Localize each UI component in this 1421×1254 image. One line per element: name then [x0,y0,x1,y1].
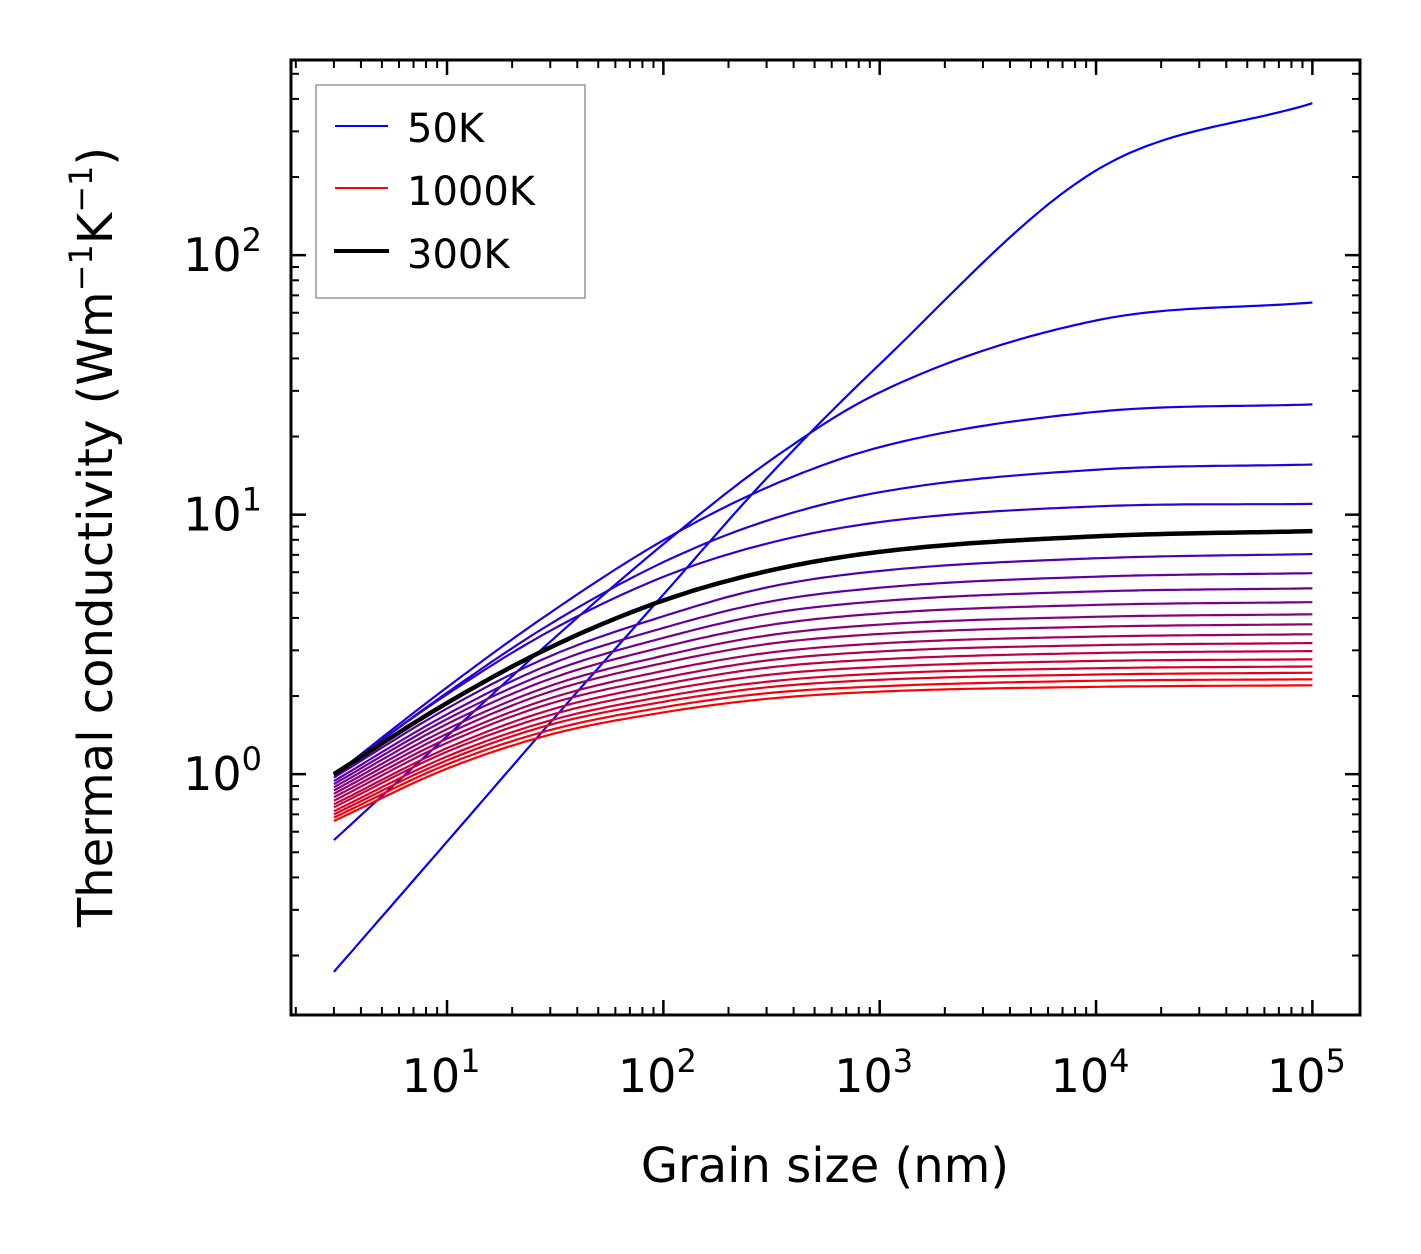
y-tick-exp: 1 [242,481,262,519]
y-axis-title-sup1: −1 [62,244,100,291]
series-line-850k [333,665,1313,813]
y-tick-label: 102 [183,221,262,282]
y-axis-title-mid: K [68,211,124,244]
y-axis-title: Thermal conductivity (Wm−1K−1) [62,147,124,928]
series-line-750k [333,649,1313,806]
legend-label-300k: 300K [407,232,511,278]
x-tick-exp: 4 [1109,1042,1129,1080]
series-line-200k [333,463,1313,777]
y-tick-label: 100 [183,740,262,801]
plot-frame [289,58,1362,1017]
series-line-100k [333,301,1313,841]
series-line-700k [333,641,1313,802]
series-line-550k [333,613,1313,792]
legend-label-1000k: 1000K [407,169,537,215]
x-tick-base: 10 [834,1049,893,1103]
series-line-500k [333,601,1313,789]
y-tick-exp: 2 [242,221,262,259]
legend-box [315,84,586,299]
series-line-800k [333,658,1313,809]
x-tick-label: 101 [402,1042,481,1103]
y-tick-base: 10 [183,228,242,282]
x-tick-exp: 2 [676,1042,696,1080]
series-line-650k [333,633,1313,799]
x-tick-exp: 5 [1325,1042,1345,1080]
x-tick-base: 10 [402,1049,461,1103]
x-tick-exp: 1 [460,1042,480,1080]
x-tick-label: 102 [618,1042,697,1103]
y-axis-title-main: Thermal conductivity (Wm [68,291,124,928]
legend-label-50k: 50K [407,106,486,152]
series-line-600k [333,623,1313,795]
series-line-350k [333,552,1313,779]
series-layer [332,102,1313,973]
y-axis-title-end: ) [68,147,124,166]
series-line-50k [333,102,1313,973]
x-tick-label: 105 [1267,1042,1346,1103]
series-line-1000k [333,684,1313,822]
x-tick-label: 103 [834,1042,913,1103]
series-line-450k [333,587,1313,786]
y-tick-base: 10 [183,488,242,542]
series-line-900k [333,671,1313,816]
y-tick-label: 101 [183,481,262,542]
x-axis-title: Grain size (nm) [641,1138,1009,1194]
x-tick-exp: 3 [893,1042,913,1080]
series-line-highlight-300k [332,528,1313,777]
x-tick-base: 10 [618,1049,677,1103]
series-line-150k [333,403,1313,777]
x-tick-label: 104 [1051,1042,1130,1103]
y-axis-title-sup2: −1 [62,166,100,213]
x-tick-base: 10 [1267,1049,1326,1103]
y-tick-exp: 0 [242,740,262,778]
series-line-950k [333,678,1313,819]
y-tick-base: 10 [183,747,242,801]
series-line-400k [333,572,1313,783]
legend: 50K 1000K 300K [315,84,586,299]
series-line-250k [333,502,1313,776]
x-tick-base: 10 [1051,1049,1110,1103]
